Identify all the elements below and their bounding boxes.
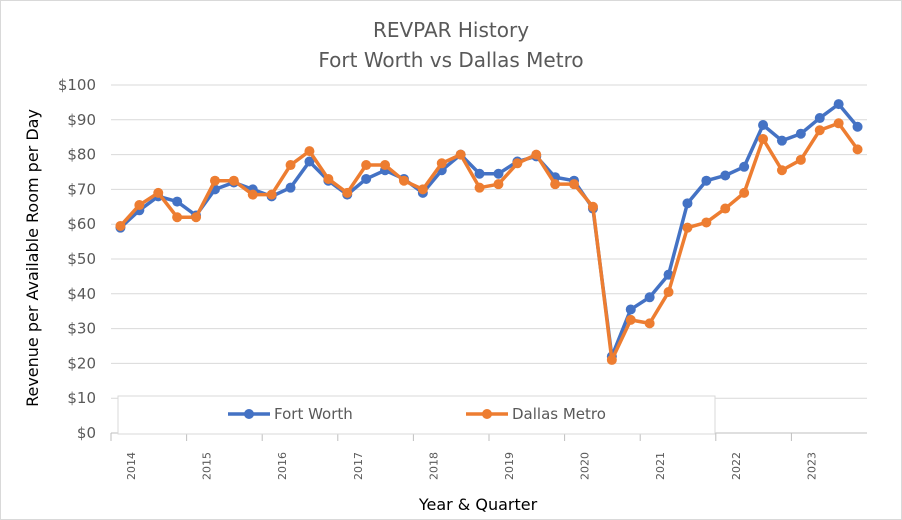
data-point bbox=[644, 318, 655, 329]
data-point bbox=[663, 287, 674, 298]
series-lines bbox=[115, 99, 863, 365]
x-tick-label: 2023 bbox=[805, 452, 818, 480]
data-point bbox=[361, 160, 372, 171]
chart-title: REVPAR History bbox=[372, 18, 530, 42]
data-point bbox=[417, 184, 428, 195]
data-point bbox=[814, 125, 825, 136]
data-point bbox=[474, 182, 485, 193]
data-point bbox=[172, 196, 183, 207]
x-tick-label: 2018 bbox=[427, 452, 440, 480]
data-point bbox=[758, 120, 769, 131]
data-point bbox=[833, 99, 844, 110]
data-point bbox=[795, 154, 806, 165]
data-point bbox=[191, 212, 202, 223]
data-point bbox=[304, 156, 315, 167]
data-point bbox=[342, 187, 353, 198]
data-point bbox=[115, 220, 126, 231]
x-tick-label: 2021 bbox=[654, 452, 667, 480]
data-point bbox=[795, 128, 806, 139]
data-point bbox=[153, 187, 164, 198]
data-point bbox=[361, 173, 372, 184]
data-point bbox=[720, 203, 731, 214]
data-point bbox=[758, 133, 769, 144]
data-point bbox=[455, 149, 466, 160]
data-point bbox=[833, 118, 844, 129]
y-tick-label: $50 bbox=[67, 250, 96, 268]
data-point bbox=[512, 158, 523, 169]
y-tick-label: $100 bbox=[58, 76, 96, 94]
data-point bbox=[134, 200, 145, 211]
x-tick-label: 2022 bbox=[730, 452, 743, 480]
data-point bbox=[701, 175, 712, 186]
y-axis-title: Revenue per Available Room per Day bbox=[23, 109, 42, 407]
data-point bbox=[739, 187, 750, 198]
data-point bbox=[285, 182, 296, 193]
data-point bbox=[436, 158, 447, 169]
x-tick-label: 2019 bbox=[503, 452, 516, 480]
data-point bbox=[398, 175, 409, 186]
y-tick-label: $0 bbox=[77, 424, 96, 442]
data-point bbox=[474, 168, 485, 179]
data-point bbox=[569, 179, 580, 190]
y-tick-label: $80 bbox=[67, 146, 96, 164]
y-tick-label: $90 bbox=[67, 111, 96, 129]
data-point bbox=[266, 189, 277, 200]
data-point bbox=[682, 198, 693, 209]
data-point bbox=[701, 217, 712, 228]
data-point bbox=[852, 144, 863, 155]
data-point bbox=[209, 175, 220, 186]
x-tick-label: 2017 bbox=[352, 452, 365, 480]
data-point bbox=[776, 135, 787, 146]
x-tick-label: 2020 bbox=[579, 452, 592, 480]
legend-marker bbox=[482, 409, 492, 419]
data-point bbox=[323, 173, 334, 184]
y-tick-label: $60 bbox=[67, 215, 96, 233]
data-point bbox=[625, 314, 636, 325]
data-point bbox=[663, 269, 674, 280]
x-tick-label: 2016 bbox=[276, 452, 289, 480]
data-point bbox=[814, 113, 825, 124]
y-tick-label: $40 bbox=[67, 285, 96, 303]
data-point bbox=[776, 165, 787, 176]
data-point bbox=[587, 201, 598, 212]
chart-subtitle: Fort Worth vs Dallas Metro bbox=[318, 48, 584, 72]
data-point bbox=[380, 160, 391, 171]
gridlines bbox=[111, 84, 867, 434]
x-axis-title: Year & Quarter bbox=[418, 495, 538, 514]
data-point bbox=[493, 168, 504, 179]
data-point bbox=[550, 179, 561, 190]
data-point bbox=[682, 222, 693, 233]
y-axis-ticks: $0 $10 $20 $30 $40 $50 $60 $70 $80 $90 $100 bbox=[58, 76, 96, 442]
series-line bbox=[119, 102, 859, 359]
data-point bbox=[644, 292, 655, 303]
series-dallas-metro bbox=[115, 118, 863, 365]
legend: Fort Worth Dallas Metro bbox=[117, 395, 716, 435]
data-point bbox=[228, 175, 239, 186]
y-tick-label: $30 bbox=[67, 320, 96, 338]
legend-label: Dallas Metro bbox=[512, 405, 606, 423]
y-tick-label: $10 bbox=[67, 389, 96, 407]
data-point bbox=[852, 121, 863, 132]
data-point bbox=[606, 354, 617, 365]
data-point bbox=[720, 170, 731, 181]
x-axis-ticks: 2014 2015 2016 2017 2018 2019 2020 2021 2022 2023 bbox=[110, 433, 818, 480]
data-point bbox=[493, 179, 504, 190]
series-line bbox=[119, 121, 859, 362]
x-tick-label: 2014 bbox=[125, 452, 138, 480]
legend-marker bbox=[244, 409, 254, 419]
data-point bbox=[304, 146, 315, 157]
data-point bbox=[247, 189, 258, 200]
y-tick-label: $20 bbox=[67, 354, 96, 372]
series-fort-worth bbox=[115, 99, 863, 362]
data-point bbox=[172, 212, 183, 223]
data-point bbox=[285, 160, 296, 171]
y-tick-label: $70 bbox=[67, 180, 96, 198]
x-tick-label: 2015 bbox=[201, 452, 214, 480]
data-point bbox=[531, 149, 542, 160]
data-point bbox=[739, 161, 750, 172]
legend-label: Fort Worth bbox=[274, 405, 353, 423]
legend-box bbox=[117, 395, 716, 435]
data-point bbox=[625, 304, 636, 315]
